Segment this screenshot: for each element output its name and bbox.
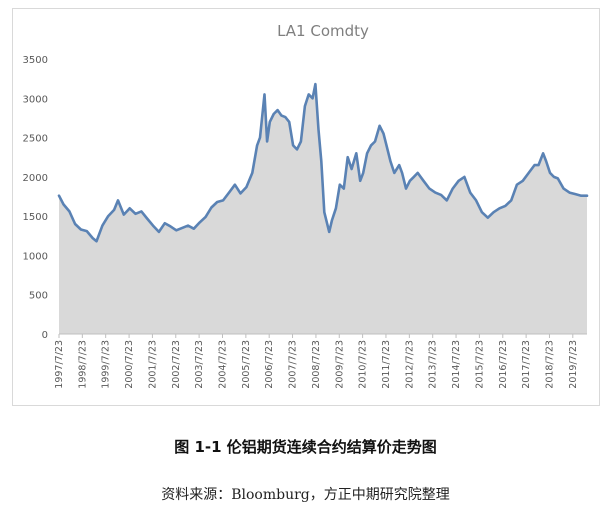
x-tick-label: 2010/7/23 <box>358 340 369 389</box>
x-tick-label: 2019/7/23 <box>568 340 579 389</box>
x-tick-label: 2001/7/23 <box>147 340 158 389</box>
source-note: 资料来源：Bloomburg，方正中期研究院整理 <box>161 487 450 503</box>
y-tick-label: 500 <box>29 291 48 302</box>
y-tick-label: 1500 <box>23 212 48 223</box>
x-tick-label: 2006/7/23 <box>264 340 275 389</box>
y-tick-label: 2500 <box>23 134 48 145</box>
x-tick-label: 2000/7/23 <box>124 340 135 389</box>
x-tick-label: 2011/7/23 <box>381 340 392 389</box>
x-tick-label: 2013/7/23 <box>428 340 439 389</box>
x-tick-label: 2007/7/23 <box>288 340 299 389</box>
x-tick-label: 2005/7/23 <box>241 340 252 389</box>
x-tick-label: 2003/7/23 <box>194 340 205 389</box>
x-tick-label: 2008/7/23 <box>311 340 322 389</box>
x-tick-label: 1998/7/23 <box>77 340 88 389</box>
x-tick-label: 2009/7/23 <box>334 340 345 389</box>
price-line <box>57 82 589 243</box>
x-tick-label: 2015/7/23 <box>474 340 485 389</box>
figure-caption: 图 1-1 伦铝期货连续合约结算价走势图 <box>174 438 437 456</box>
chart-title: LA1 Comdty <box>277 22 369 40</box>
x-tick-label: 2016/7/23 <box>498 340 509 389</box>
y-tick-label: 0 <box>42 330 48 341</box>
x-tick-label: 2012/7/23 <box>404 340 415 389</box>
x-tick-label: 2018/7/23 <box>544 340 555 389</box>
chart-frame: LA1 Comdty 0 500 1000 1500 2000 2500 3000 3500 19… <box>12 8 600 406</box>
price-chart: LA1 Comdty 0 500 1000 1500 2000 2500 3000 3500 19… <box>23 22 589 389</box>
y-tick-label: 3000 <box>23 94 48 105</box>
x-tick-label: 1999/7/23 <box>101 340 112 389</box>
x-tick-label: 2017/7/23 <box>521 340 532 389</box>
y-tick-label: 1000 <box>23 251 48 262</box>
x-tick-label: 1997/7/23 <box>54 340 65 389</box>
x-tick-label: 2014/7/23 <box>451 340 462 389</box>
y-tick-label: 3500 <box>23 55 48 66</box>
x-tick-label: 2002/7/23 <box>171 340 182 389</box>
y-tick-label: 2000 <box>23 173 48 184</box>
x-tick-label: 2004/7/23 <box>218 340 229 389</box>
